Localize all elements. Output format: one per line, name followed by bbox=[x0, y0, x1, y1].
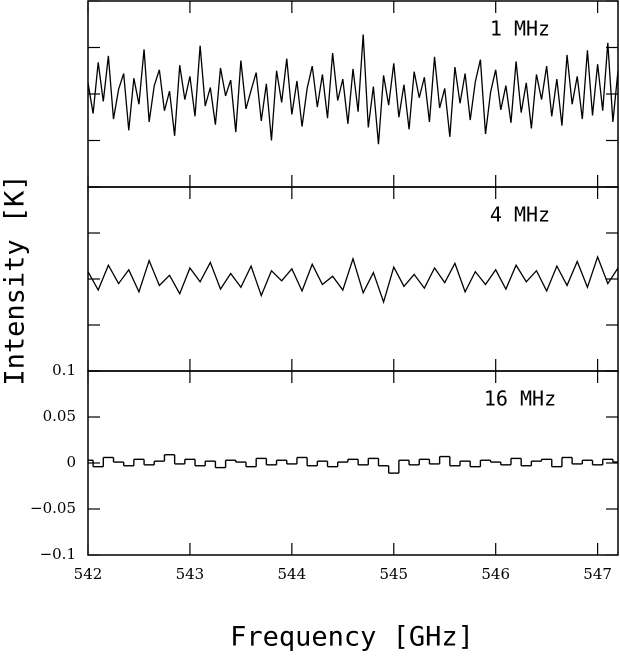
x-tick-label: 544 bbox=[278, 565, 307, 583]
x-tick-label: 543 bbox=[176, 565, 205, 583]
x-tick-label: 546 bbox=[481, 565, 510, 583]
spectrum-line bbox=[87, 34, 619, 145]
spectrum-line bbox=[87, 254, 619, 305]
y-tick-label: −0.05 bbox=[30, 499, 76, 517]
y-tick-label: 0.1 bbox=[52, 361, 76, 379]
x-axis-label: Frequency [GHz] bbox=[230, 622, 474, 653]
y-tick-label: −0.1 bbox=[40, 545, 76, 563]
y-tick-label: 0 bbox=[66, 453, 76, 471]
x-tick-label: 542 bbox=[74, 565, 103, 583]
x-tick-label: 547 bbox=[583, 565, 612, 583]
panel-annotation: 4 MHz bbox=[490, 203, 550, 227]
y-axis-label: Intensity [K] bbox=[0, 174, 31, 385]
panel-annotation: 1 MHz bbox=[490, 17, 550, 41]
x-tick-label: 545 bbox=[379, 565, 408, 583]
y-tick-label: 0.05 bbox=[43, 407, 76, 425]
panel-annotation: 16 MHz bbox=[484, 387, 556, 411]
